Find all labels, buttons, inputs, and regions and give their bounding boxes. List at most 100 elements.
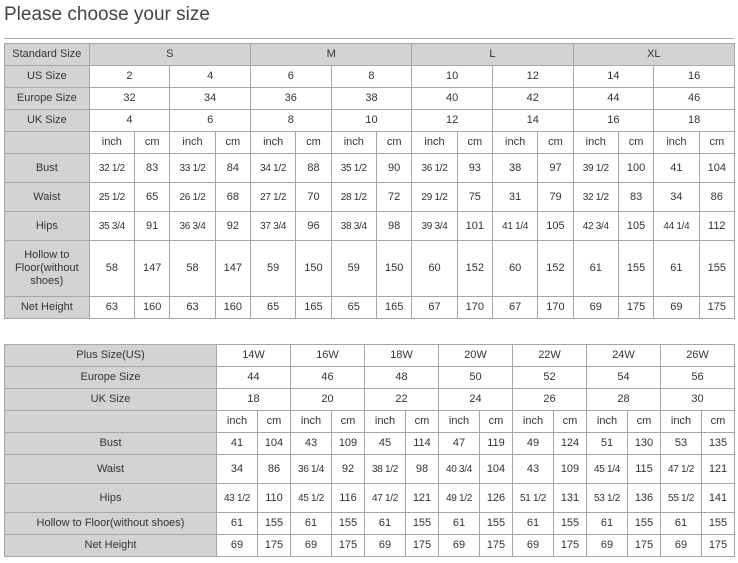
unit-label <box>4 131 90 154</box>
unit-cm: cm <box>295 131 332 154</box>
value-inch: 49 <box>512 432 554 455</box>
plus-size-value: 22W <box>512 344 587 367</box>
value-cm: 121 <box>701 454 735 484</box>
uk-size-row: UK Size 18 20 22 24 26 28 30 <box>4 388 735 411</box>
us-size-value: 6 <box>249 65 332 88</box>
value-inch: 32 1/2 <box>572 182 619 212</box>
unit-inch: inch <box>216 410 258 433</box>
us-size-value: 2 <box>88 65 171 88</box>
page-title: Please choose your size <box>4 4 210 25</box>
measurement-label: Hollow to Floor(without shoes) <box>4 240 90 297</box>
unit-inch: inch <box>364 410 406 433</box>
value-inch: 33 1/2 <box>169 153 216 183</box>
value-inch: 61 <box>438 512 480 535</box>
measurement-label: Hollow to Floor(without shoes) <box>4 512 217 535</box>
value-cm: 116 <box>331 483 365 513</box>
value-cm: 100 <box>617 153 655 183</box>
value-cm: 101 <box>456 211 493 241</box>
unit-inch: inch <box>88 131 136 154</box>
value-inch: 43 1/2 <box>216 483 258 513</box>
measurement-label: Bust <box>4 153 90 183</box>
value-inch: 39 1/2 <box>572 153 619 183</box>
value-cm: 147 <box>214 240 251 297</box>
value-inch: 34 1/2 <box>249 153 297 183</box>
value-inch: 69 <box>572 296 619 319</box>
value-cm: 109 <box>553 454 587 484</box>
value-cm: 165 <box>375 296 413 319</box>
value-inch: 34 <box>216 454 258 484</box>
standard-size-value: M <box>249 43 413 66</box>
uk-size-label: UK Size <box>4 109 90 132</box>
value-inch: 60 <box>411 240 458 297</box>
measurement-row: Waist 25 1/2 65 26 1/2 68 27 1/2 70 28 1/2 72 29 … <box>4 182 736 212</box>
value-inch: 61 <box>512 512 554 535</box>
value-cm: 86 <box>698 182 736 212</box>
value-cm: 160 <box>214 296 251 319</box>
value-cm: 131 <box>553 483 587 513</box>
value-inch: 35 1/2 <box>330 153 377 183</box>
value-cm: 83 <box>617 182 655 212</box>
unit-cm: cm <box>617 131 655 154</box>
value-inch: 69 <box>586 534 628 557</box>
value-inch: 42 3/4 <box>572 211 619 241</box>
value-cm: 175 <box>698 296 736 319</box>
value-cm: 165 <box>295 296 332 319</box>
value-inch: 53 <box>660 432 702 455</box>
unit-inch: inch <box>330 131 377 154</box>
unit-cm: cm <box>701 410 735 433</box>
value-cm: 92 <box>214 211 251 241</box>
uk-size-value: 14 <box>491 109 574 132</box>
value-inch: 25 1/2 <box>88 182 136 212</box>
unit-inch: inch <box>491 131 539 154</box>
measurement-label: Hips <box>4 483 217 513</box>
measurement-row: Net Height 63 160 63 160 65 165 65 165 67 170 67 170… <box>4 296 736 319</box>
divider <box>4 38 734 39</box>
value-cm: 135 <box>701 432 735 455</box>
europe-size-value: 44 <box>216 366 291 389</box>
unit-inch: inch <box>411 131 458 154</box>
value-inch: 61 <box>216 512 258 535</box>
value-cm: 70 <box>295 182 332 212</box>
value-cm: 155 <box>627 512 661 535</box>
value-cm: 175 <box>479 534 513 557</box>
value-inch: 53 1/2 <box>586 483 628 513</box>
value-inch: 65 <box>330 296 377 319</box>
value-cm: 175 <box>617 296 655 319</box>
value-inch: 40 3/4 <box>438 454 480 484</box>
value-cm: 136 <box>627 483 661 513</box>
value-cm: 75 <box>456 182 493 212</box>
unit-cm: cm <box>479 410 513 433</box>
unit-row: inch cm inch cm inch cm inch cm inch cm inch cm inch… <box>4 131 736 154</box>
standard-size-table: Standard Size S M L XL US Size 2 4 6 8 10 12 14 16 Eur… <box>4 43 736 319</box>
unit-cm: cm <box>405 410 439 433</box>
europe-size-value: 46 <box>290 366 365 389</box>
unit-row: inch cm inch cm inch cm inch cm inch cm inch cm inch… <box>4 410 735 433</box>
plus-size-row: Plus Size(US) 14W 16W 18W 20W 22W 24W 26W <box>4 344 735 367</box>
europe-size-value: 34 <box>169 87 251 110</box>
value-inch: 38 1/2 <box>364 454 406 484</box>
value-cm: 155 <box>331 512 365 535</box>
unit-cm: cm <box>456 131 493 154</box>
europe-size-label: Europe Size <box>4 366 217 389</box>
value-inch: 39 3/4 <box>411 211 458 241</box>
europe-size-value: 50 <box>438 366 513 389</box>
value-inch: 55 1/2 <box>660 483 702 513</box>
value-cm: 112 <box>698 211 736 241</box>
value-cm: 155 <box>479 512 513 535</box>
value-inch: 41 <box>653 153 700 183</box>
unit-inch: inch <box>660 410 702 433</box>
uk-size-value: 4 <box>88 109 171 132</box>
value-inch: 41 <box>216 432 258 455</box>
unit-inch: inch <box>249 131 297 154</box>
standard-size-value: L <box>411 43 574 66</box>
value-cm: 170 <box>456 296 493 319</box>
value-inch: 67 <box>411 296 458 319</box>
uk-size-value: 22 <box>364 388 439 411</box>
value-inch: 58 <box>169 240 216 297</box>
value-cm: 141 <box>701 483 735 513</box>
measurement-label: Waist <box>4 454 217 484</box>
measurement-label: Bust <box>4 432 217 455</box>
value-cm: 124 <box>553 432 587 455</box>
standard-size-value: XL <box>572 43 736 66</box>
value-inch: 47 1/2 <box>660 454 702 484</box>
